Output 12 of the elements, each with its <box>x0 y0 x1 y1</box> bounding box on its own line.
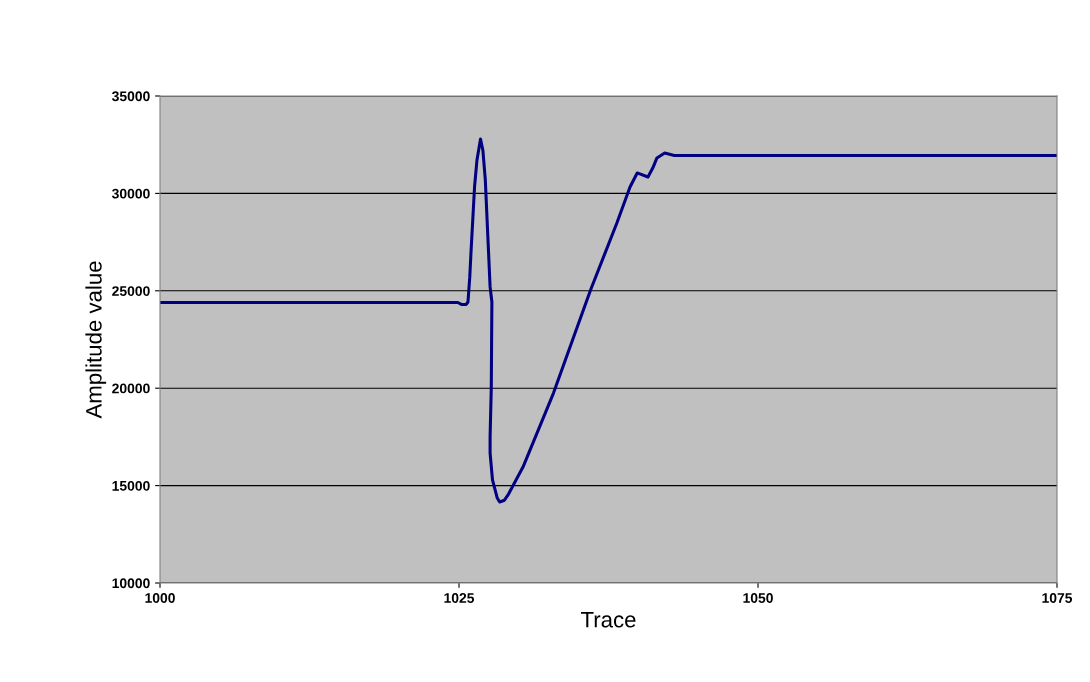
x-tick-label: 1075 <box>1042 593 1073 603</box>
y-tick-label: 15000 <box>112 480 150 491</box>
y-tick-label: 35000 <box>111 91 150 102</box>
x-tick-label: 1025 <box>444 593 475 603</box>
y-tick-label: 25000 <box>112 286 150 296</box>
y-axis-title: Amplitude value <box>85 261 107 419</box>
y-tick-label: 10000 <box>112 578 150 589</box>
x-axis-title: Trace <box>581 612 636 628</box>
y-tick-label: 20000 <box>112 383 150 394</box>
x-tick-label: 1050 <box>743 593 773 603</box>
y-tick-label: 30000 <box>111 188 150 199</box>
x-tick-label: 1000 <box>145 593 175 603</box>
